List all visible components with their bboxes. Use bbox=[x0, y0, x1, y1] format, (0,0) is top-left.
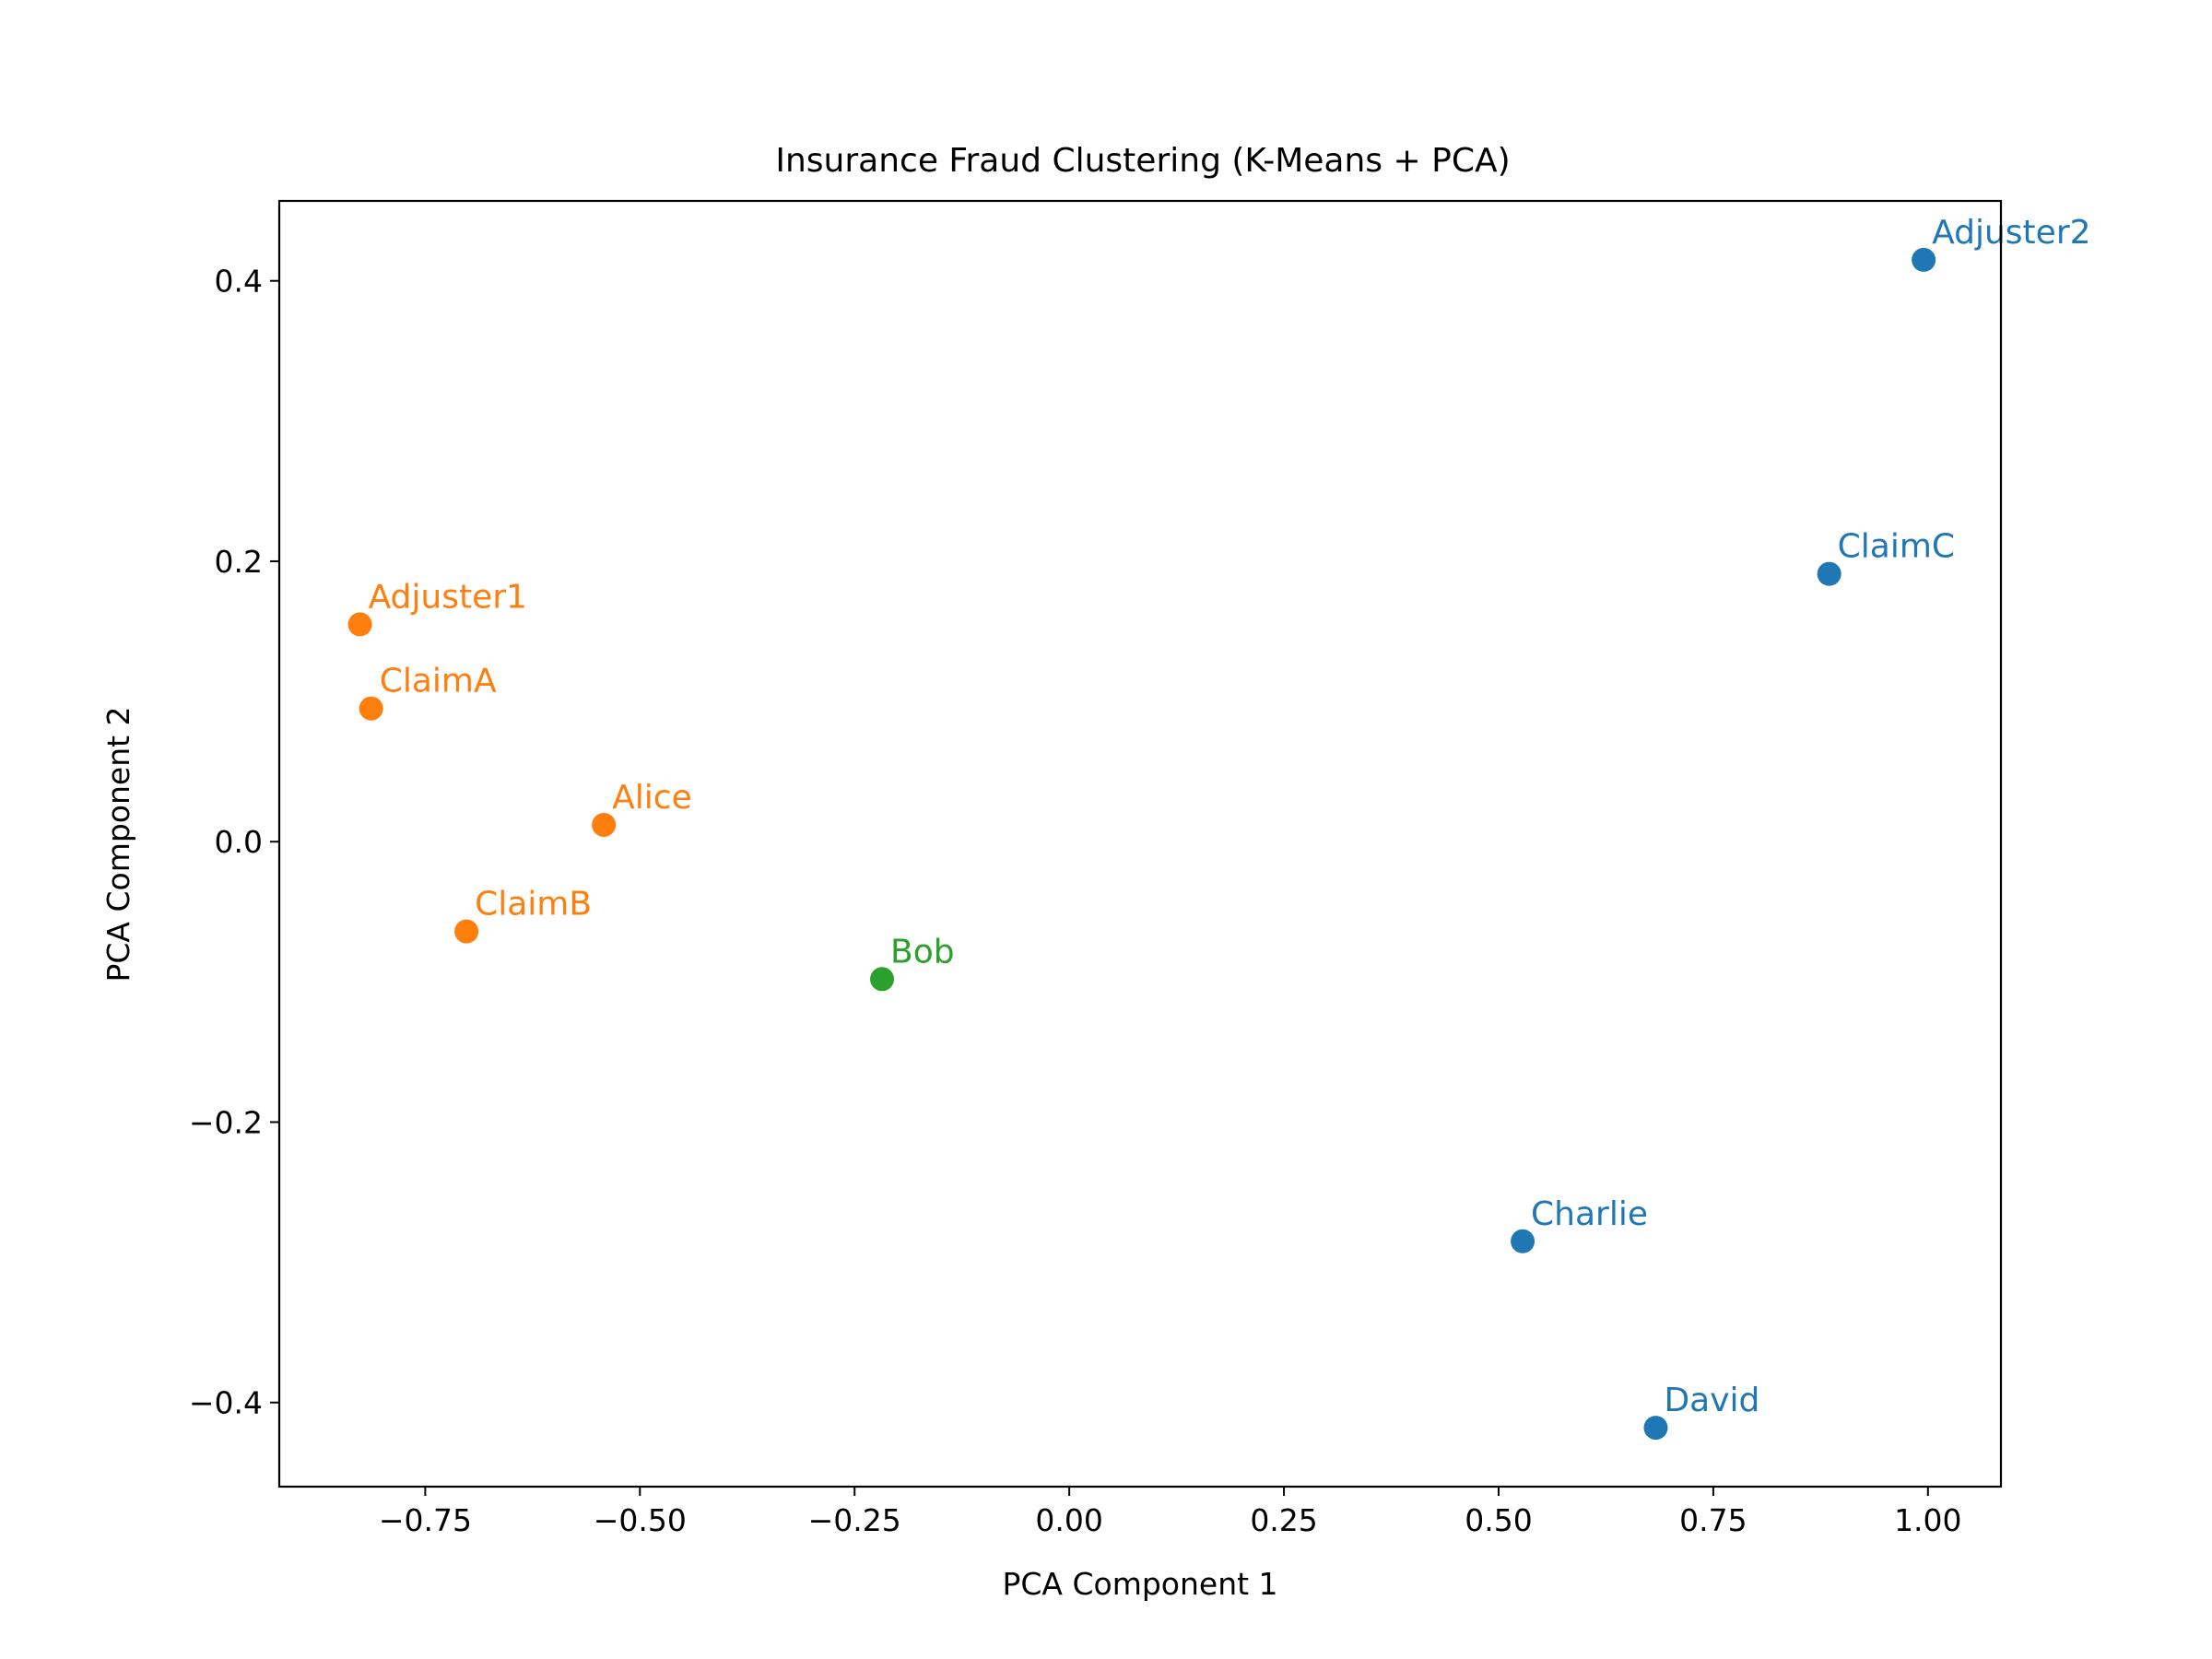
data-point-label: ClaimA bbox=[380, 663, 497, 700]
x-tick-label: −0.75 bbox=[379, 1502, 472, 1538]
data-point bbox=[870, 967, 895, 992]
data-point bbox=[347, 612, 372, 637]
x-tick-label: −0.50 bbox=[594, 1502, 687, 1538]
y-tick-label: −0.2 bbox=[189, 1104, 263, 1140]
data-point-label: ClaimB bbox=[475, 886, 592, 924]
data-point-label: Alice bbox=[612, 779, 692, 817]
x-axis: −0.75 −0.50 −0.25 0.00 0.25 0.50 0.75 1.00 bbox=[379, 1487, 1962, 1538]
x-axis-label: PCA Component 1 bbox=[1002, 1566, 1277, 1602]
x-tick-label: 1.00 bbox=[1894, 1502, 1961, 1538]
data-point-label: Adjuster2 bbox=[1932, 214, 2090, 252]
x-tick-label: 0.75 bbox=[1679, 1502, 1747, 1538]
data-points bbox=[347, 247, 1936, 1441]
x-tick-label: 0.50 bbox=[1465, 1502, 1532, 1538]
y-axis-label: PCA Component 2 bbox=[100, 706, 136, 982]
y-tick-label: 0.0 bbox=[215, 824, 263, 860]
y-tick-label: 0.2 bbox=[215, 544, 263, 580]
data-point-label: Charlie bbox=[1531, 1195, 1648, 1233]
x-tick-label: 0.25 bbox=[1250, 1502, 1317, 1538]
y-tick-label: 0.4 bbox=[215, 264, 263, 300]
y-axis: −0.4 −0.2 0.0 0.2 0.4 bbox=[189, 264, 279, 1421]
plot-area-frame bbox=[277, 199, 2003, 1488]
data-point bbox=[592, 812, 617, 837]
point-labels: Adjuster2 ClaimC Charlie David Adjuster1 Clai… bbox=[369, 214, 2091, 1419]
x-tick-label: −0.25 bbox=[808, 1502, 901, 1538]
data-point bbox=[1643, 1416, 1668, 1441]
data-point bbox=[1511, 1229, 1535, 1253]
data-point bbox=[1912, 247, 1936, 272]
data-point-label: Bob bbox=[890, 933, 955, 971]
x-tick-label: 0.00 bbox=[1035, 1502, 1102, 1538]
data-point bbox=[1817, 561, 1841, 586]
data-point-label: Adjuster1 bbox=[369, 578, 527, 616]
data-point-label: David bbox=[1664, 1382, 1759, 1419]
chart-title: Insurance Fraud Clustering (K-Means + PC… bbox=[775, 142, 1510, 180]
data-point bbox=[359, 696, 383, 721]
y-tick-label: −0.4 bbox=[189, 1385, 263, 1421]
data-point bbox=[454, 919, 479, 944]
data-point-label: ClaimC bbox=[1838, 528, 1955, 566]
